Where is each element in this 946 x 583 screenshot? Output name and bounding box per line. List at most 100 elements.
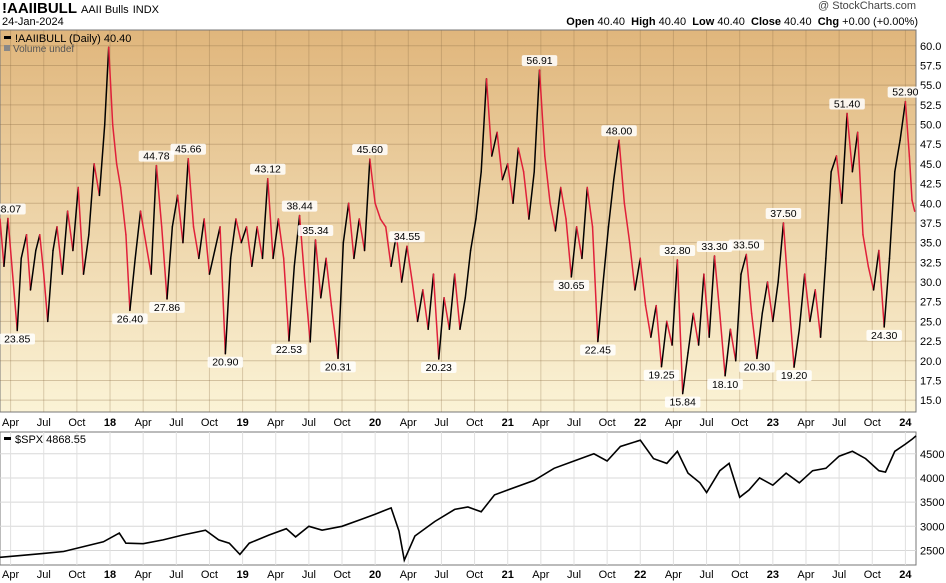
low-label: Low [692,16,715,28]
spx-x-tick-label: Oct [731,569,748,581]
bulls-line-segment [575,226,583,260]
bulls-line-segment [288,265,296,342]
high-label: High [631,16,656,28]
bulls-x-tick-label: Apr [797,417,814,429]
bulls-line-segment [782,222,790,299]
bulls-line-segment [411,281,419,323]
value-callout: 38.07 [0,203,21,215]
spx-x-tick-label: Apr [267,569,284,581]
bulls-line-segment [772,281,779,323]
bulls-line-segment [155,164,163,228]
bulls-line-segment [0,218,5,268]
bulls-y-tick-label: 47.5 [920,139,941,151]
bulls-line-segment [766,281,774,323]
bulls-line-segment [282,257,290,342]
spx-x-tick-label: Apr [665,569,682,581]
value-callout: 45.66 [175,144,201,156]
bulls-line-segment [581,186,588,260]
bulls-line-segment [176,194,184,244]
bulls-plot-area [0,29,917,413]
bulls-line-segment [7,217,15,283]
bulls-line-segment [787,297,795,368]
spx-x-tick-label: Jul [302,569,316,581]
bulls-line-segment [229,218,237,260]
spx-x-tick-label: 22 [634,569,646,581]
bulls-line-segment [878,249,885,328]
bulls-line-segment [888,171,896,260]
bulls-x-tick-label: Apr [2,417,19,429]
value-callout: 20.23 [426,362,452,374]
bulls-line-segment [235,218,243,244]
spx-y-tick-label: 4000 [920,473,944,485]
bulls-line-segment [374,202,382,220]
value-callout-bg [112,313,148,325]
value-callout: 33.50 [733,239,759,251]
bulls-line-segment [506,163,514,205]
bulls-line-segment [309,239,317,343]
bulls-x-tick-label: Jul [567,417,581,429]
bulls-line-segment [245,226,253,268]
value-callout: 33.30 [701,241,727,253]
value-callout-bg [170,143,206,155]
spx-x-tick-label: Jul [434,569,448,581]
bulls-x-tick-label: Oct [68,417,85,429]
bulls-line-segment [406,245,414,283]
value-callout: 22.53 [276,344,302,356]
bulls-line-segment [825,171,832,260]
bulls-line-segment [862,234,870,268]
bulls-line-segment [703,273,710,338]
bulls-line-segment [330,304,339,360]
bulls-line-segment [251,226,258,268]
bulls-line-segment [139,210,147,244]
spx-y-tick-label: 3000 [920,521,944,533]
chart-header: !AAIIBULL AAII Bulls INDX 24-Jan-2024 @ St… [0,0,946,30]
bulls-line-segment [459,297,467,331]
bulls-line-segment [533,69,541,173]
bulls-line-segment [358,218,366,252]
bulls-line-segment [187,157,195,228]
value-callout: 56.91 [526,55,552,67]
bulls-y-tick-label: 57.5 [920,60,941,72]
bulls-line-segment [77,186,85,275]
volume-icon [4,45,10,51]
value-callout: 20.31 [325,361,351,373]
bulls-line-segment [544,155,551,205]
spx-panel: 2500 3000 3500 4000 4500 Apr Jul Oct 18 Apr Jul Oct… [0,431,944,581]
bulls-line-segment [337,241,345,360]
bulls-line-segment [676,259,684,395]
bulls-y-tick-label: 30.0 [920,277,941,289]
bulls-x-tick-label: Jul [832,417,846,429]
value-callout-bg [728,239,765,251]
bulls-x-tick-label: Apr [532,417,549,429]
bulls-line-segment [809,289,817,323]
value-callout-bg [271,343,307,355]
spx-x-tick-label: 20 [369,569,381,581]
bulls-line-segment [182,157,189,244]
bulls-line-segment [61,210,69,275]
legend-swatch [4,437,11,440]
bulls-line-segment [342,202,350,244]
legend-bulls: !AAIIBULL (Daily) 40.40 [15,33,131,45]
spx-y-tick-label: 4500 [920,449,944,461]
bulls-x-tick-label: Oct [333,417,350,429]
bulls-line-segment [761,281,769,315]
bulls-line-segment [272,218,280,260]
bulls-x-tick-label: Oct [731,417,748,429]
bulls-line-segment [846,112,854,173]
aaii-bulls-panel: 15.0 17.5 20.0 22.5 25.0 27.5 30.0 32.5 35.0 37.5… [0,29,941,429]
bulls-line-segment [12,281,18,332]
bulls-line-segment [517,147,525,173]
bulls-line-segment [623,202,631,244]
bulls-line-segment [697,273,705,346]
chg-label: Chg [817,16,840,28]
bulls-line-segment [46,249,54,323]
value-callout-bg [0,333,35,345]
bulls-x-tick-label: Jul [434,417,448,429]
bulls-line-segment [803,273,811,323]
ohlc-readout: Open 40.40 High 40.40 Low 40.40 Close 40… [566,16,918,28]
value-callout-bg [320,361,356,373]
value-callout-bg [421,361,457,373]
bulls-line-segment [830,155,838,173]
bulls-line-segment [798,273,806,331]
